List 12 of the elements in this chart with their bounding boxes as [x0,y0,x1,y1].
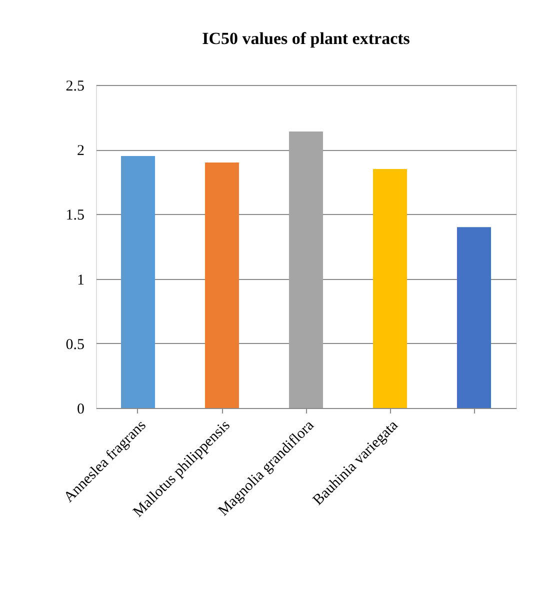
y-tick-label: 1.5 [66,208,84,224]
y-tick-label: 0 [77,402,84,418]
y-tick-label: 0.5 [66,336,84,353]
bar [121,156,155,408]
y-tick-label: 1 [77,272,84,288]
y-tick-label: 2.5 [66,78,84,94]
bar [205,162,239,408]
y-tick-label: 2 [77,143,84,160]
chart-title: IC50 values of plant extracts [202,29,410,48]
bar [289,132,323,408]
bar [373,168,407,408]
bar [457,227,491,408]
